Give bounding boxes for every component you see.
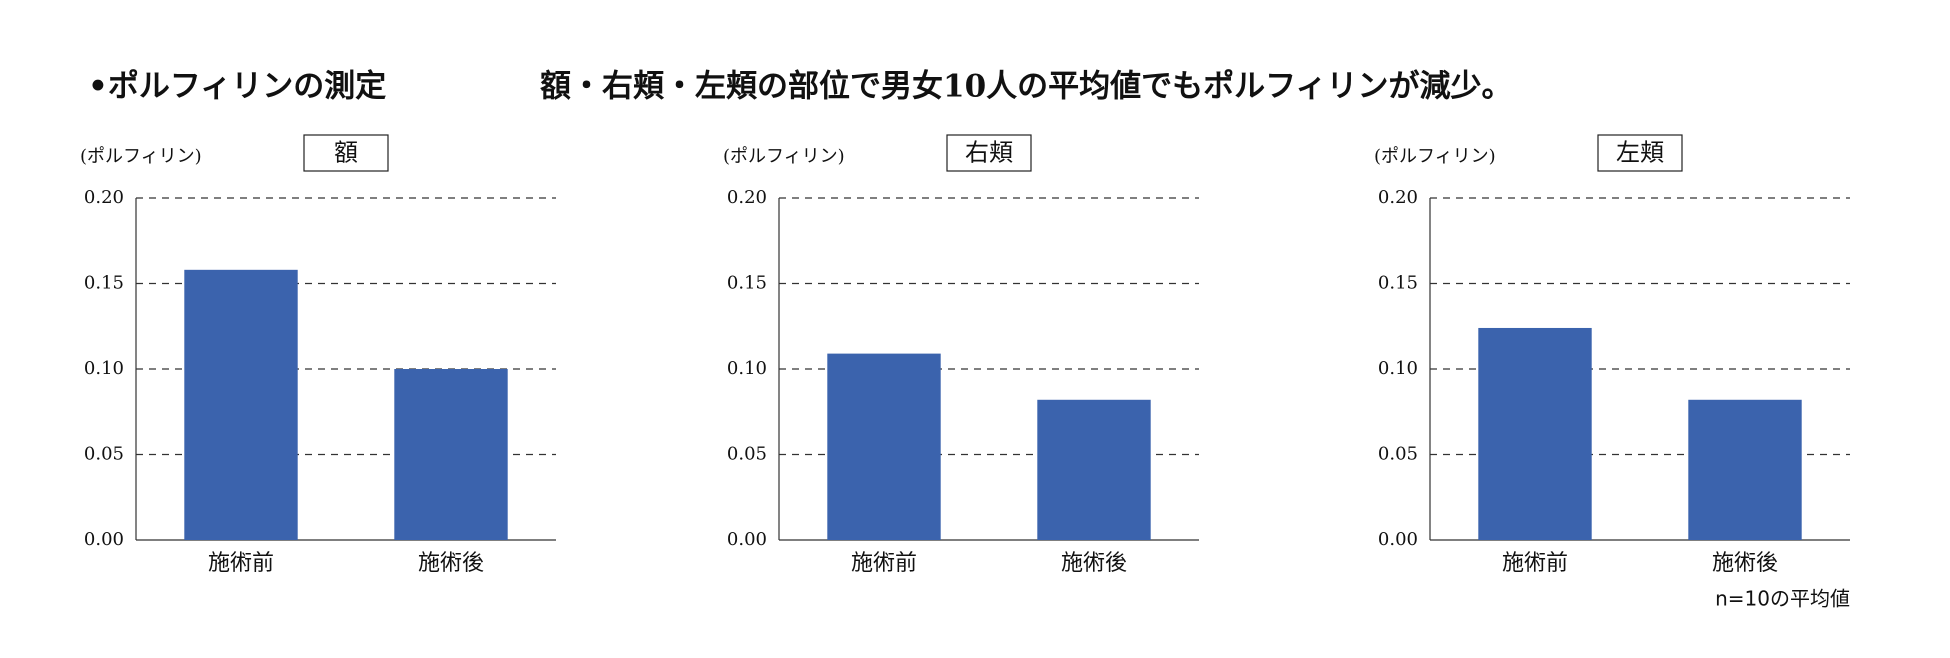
y-tick-label: 0.20	[1378, 187, 1418, 208]
bar	[827, 353, 941, 540]
x-tick-label: 施術後	[418, 551, 484, 576]
title-box	[946, 134, 1032, 172]
header-left: •ポルフィリンの測定	[88, 69, 386, 105]
title-box	[303, 134, 389, 172]
y-tick-label: 0.20	[727, 187, 767, 208]
y-tick-label: 0.15	[727, 273, 767, 294]
y-tick-label: 0.05	[727, 444, 767, 465]
bar	[1478, 327, 1592, 540]
y-tick-label: 0.10	[84, 358, 124, 379]
x-tick-label: 施術前	[208, 551, 274, 576]
y-tick-label: 0.10	[1378, 358, 1418, 379]
chart-title: 額	[334, 139, 358, 167]
y-tick-label: 0.10	[727, 358, 767, 379]
header-right: 額・右頬・左頬の部位で男女10人の平均値でもポルフィリンが減少。	[540, 69, 1513, 105]
note: n=10の平均値	[1715, 587, 1850, 611]
x-tick-label: 施術前	[1502, 551, 1568, 576]
y-tick-label: 0.00	[727, 529, 767, 550]
y-tick-label: 0.15	[1378, 273, 1418, 294]
title-box	[1597, 134, 1683, 172]
x-tick-label: 施術前	[851, 551, 917, 576]
y-axis-label: (ポルフィリン)	[1374, 146, 1496, 167]
bar	[1688, 399, 1802, 540]
x-tick-label: 施術後	[1712, 551, 1778, 576]
bar	[1037, 399, 1151, 540]
x-tick-label: 施術後	[1061, 551, 1127, 576]
chart-title: 左頬	[1616, 139, 1664, 167]
y-axis-label: (ポルフィリン)	[80, 146, 202, 167]
bar	[394, 369, 508, 540]
y-tick-label: 0.20	[84, 187, 124, 208]
y-tick-label: 0.00	[84, 529, 124, 550]
y-tick-label: 0.00	[1378, 529, 1418, 550]
bar	[184, 269, 298, 540]
y-tick-label: 0.05	[84, 444, 124, 465]
y-tick-label: 0.15	[84, 273, 124, 294]
chart-title: 右頬	[965, 139, 1013, 167]
y-axis-label: (ポルフィリン)	[723, 146, 845, 167]
y-tick-label: 0.05	[1378, 444, 1418, 465]
